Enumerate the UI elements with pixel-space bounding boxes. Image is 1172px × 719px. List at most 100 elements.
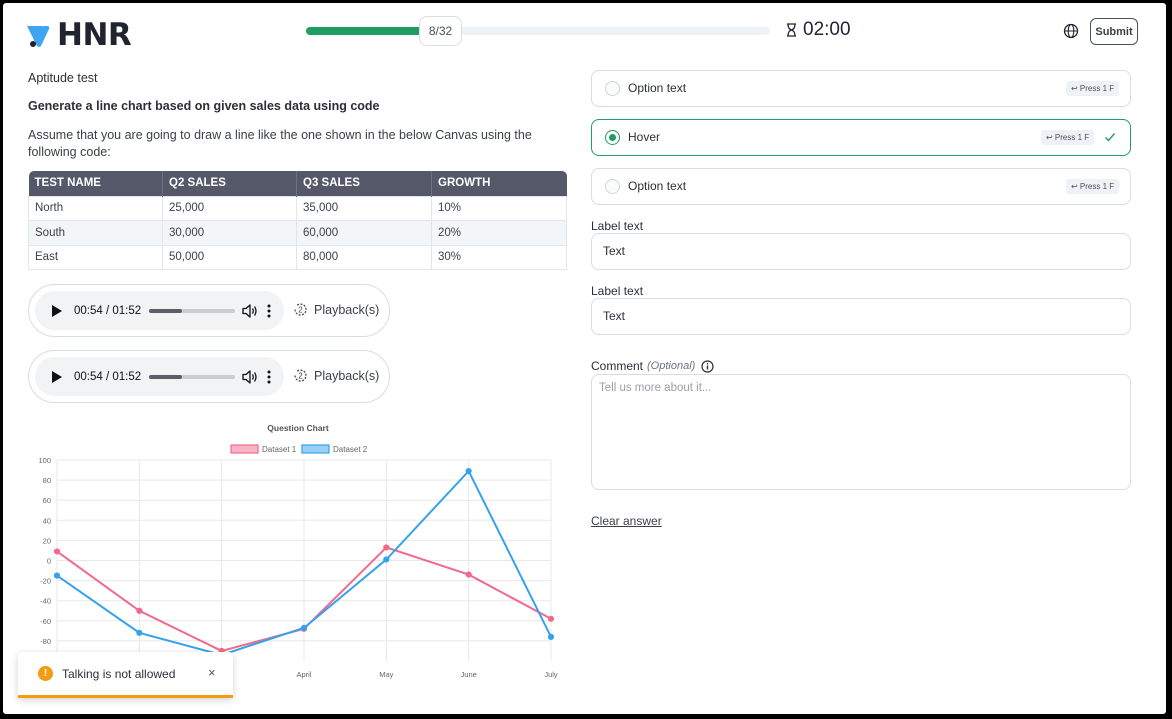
audio-seek-bar[interactable]: [149, 308, 236, 313]
column-header: GROWTH: [431, 171, 567, 196]
legend-swatch: [301, 444, 330, 454]
playback-label: Playback(s): [314, 302, 380, 317]
sales-table: TEST NAME Q2 SALES Q3 SALES GROWTH North…: [28, 171, 567, 270]
playback-count: 2: [298, 372, 303, 381]
y-tick-label: 60: [43, 496, 51, 505]
y-tick-label: 80: [43, 476, 51, 485]
question-chart: Question Chart Dataset 1 Dataset 2 100 80 60 4…: [38, 423, 557, 679]
replay-count-icon: 2: [294, 303, 307, 316]
toast-timer-bar: [18, 695, 233, 698]
timer-value: 02:00: [803, 19, 851, 40]
audio-question-2: 00:54 / 01:52 2 Playback(s): [28, 350, 390, 403]
table-cell: South: [28, 220, 163, 246]
assessment-window: HNR 8/32 02:00 Submit Aptitude test Gene…: [3, 3, 1166, 714]
table-cell: 30%: [431, 244, 567, 270]
more-options-icon[interactable]: [267, 304, 271, 318]
text-field-1[interactable]: Text: [591, 233, 1131, 270]
data-point: [547, 615, 555, 622]
info-icon[interactable]: [701, 359, 714, 373]
warning-toast: ! Talking is not allowed ×: [18, 652, 233, 698]
question-title: Generate a line chart based on given sal…: [28, 99, 380, 113]
comment-textarea[interactable]: Tell us more about it...: [591, 374, 1131, 490]
question-progress-bar: [306, 27, 770, 35]
audio-player: 00:54 / 01:52: [35, 291, 284, 330]
table-row: North 25,000 35,000 10%: [28, 195, 567, 221]
radio-button[interactable]: [605, 81, 620, 96]
clear-answer-link[interactable]: Clear answer: [591, 514, 662, 528]
table-cell: East: [28, 244, 163, 270]
table-cell: 35,000: [296, 195, 432, 221]
radio-button[interactable]: [605, 130, 620, 145]
table-cell: 25,000: [162, 195, 297, 221]
hourglass-icon: [787, 23, 796, 37]
play-icon[interactable]: [52, 370, 62, 383]
audio-seek-bar[interactable]: [149, 374, 236, 379]
playback-label: Playback(s): [314, 368, 380, 383]
data-point: [383, 556, 390, 563]
audio-question-1: 00:54 / 01:52 2 Playback(s): [28, 284, 390, 337]
table-cell: 80,000: [296, 244, 432, 270]
legend-swatch: [230, 444, 259, 454]
legend-label: Dataset 1: [262, 445, 297, 454]
play-icon[interactable]: [52, 304, 62, 317]
column-header: Q2 SALES: [162, 171, 297, 196]
submit-button[interactable]: Submit: [1090, 18, 1138, 45]
y-tick-label: -40: [40, 597, 51, 606]
table-cell: 10%: [431, 195, 567, 221]
volume-icon[interactable]: [241, 303, 259, 319]
column-header: Q3 SALES: [296, 171, 432, 196]
text-field-2[interactable]: Text: [591, 298, 1131, 335]
comment-label: Comment (Optional): [591, 359, 714, 373]
option-label: Option text: [628, 179, 687, 193]
data-point: [383, 544, 390, 551]
field-label: Label text: [591, 284, 644, 298]
progress-counter: 8/32: [419, 16, 462, 46]
data-point: [547, 633, 555, 640]
option-label: Option text: [628, 81, 687, 95]
y-tick-label: 0: [47, 557, 51, 566]
data-point: [53, 572, 61, 579]
comment-label-text: Comment: [591, 359, 644, 373]
globe-icon[interactable]: [1062, 22, 1080, 40]
toast-message: Talking is not allowed: [62, 667, 176, 681]
table-header-row: TEST NAME Q2 SALES Q3 SALES GROWTH: [28, 171, 567, 196]
volume-icon[interactable]: [241, 369, 259, 385]
y-tick-label: 100: [38, 456, 51, 465]
audio-player: 00:54 / 01:52: [35, 357, 284, 396]
playback-count: 2: [298, 306, 303, 315]
table-row: East 50,000 80,000 30%: [28, 244, 567, 270]
warning-icon: !: [38, 666, 53, 681]
logo: HNR: [25, 17, 132, 53]
check-icon: [1105, 133, 1116, 142]
data-point: [136, 607, 143, 614]
table-cell: 20%: [431, 220, 567, 246]
y-tick-label: -60: [40, 617, 51, 626]
data-point: [53, 548, 61, 555]
table-cell: North: [28, 195, 163, 221]
question-category: Aptitude test: [28, 71, 98, 85]
x-tick-label: April: [296, 670, 311, 679]
shortcut-badge: ↩ Press 1 F: [1041, 130, 1095, 145]
replay-count-icon: 2: [294, 369, 307, 382]
radio-button[interactable]: [605, 179, 620, 194]
optional-tag: (Optional): [647, 360, 696, 372]
seek-fill: [149, 308, 182, 313]
close-icon[interactable]: ×: [208, 665, 216, 680]
question-description: Assume that you are going to draw a line…: [28, 128, 532, 159]
y-tick-label: 40: [43, 516, 51, 525]
data-point: [465, 571, 472, 578]
table-row: South 30,000 60,000 20%: [28, 220, 567, 246]
data-point: [136, 629, 143, 636]
data-point: [465, 467, 472, 475]
field-label: Label text: [591, 219, 644, 233]
logo-mark-icon: [27, 26, 50, 47]
timer: 02:00: [786, 19, 851, 41]
data-point: [300, 624, 308, 631]
playback-counter: 2 Playback(s): [292, 367, 379, 384]
logo-text: HNR: [57, 17, 132, 53]
x-tick-label: May: [379, 670, 393, 679]
answer-option-1[interactable]: Option text ↩ Press 1 F: [591, 70, 1131, 107]
answer-option-3[interactable]: Option text ↩ Press 1 F: [591, 168, 1131, 205]
answer-option-2[interactable]: Hover ↩ Press 1 F: [591, 119, 1131, 156]
more-options-icon[interactable]: [267, 370, 271, 384]
